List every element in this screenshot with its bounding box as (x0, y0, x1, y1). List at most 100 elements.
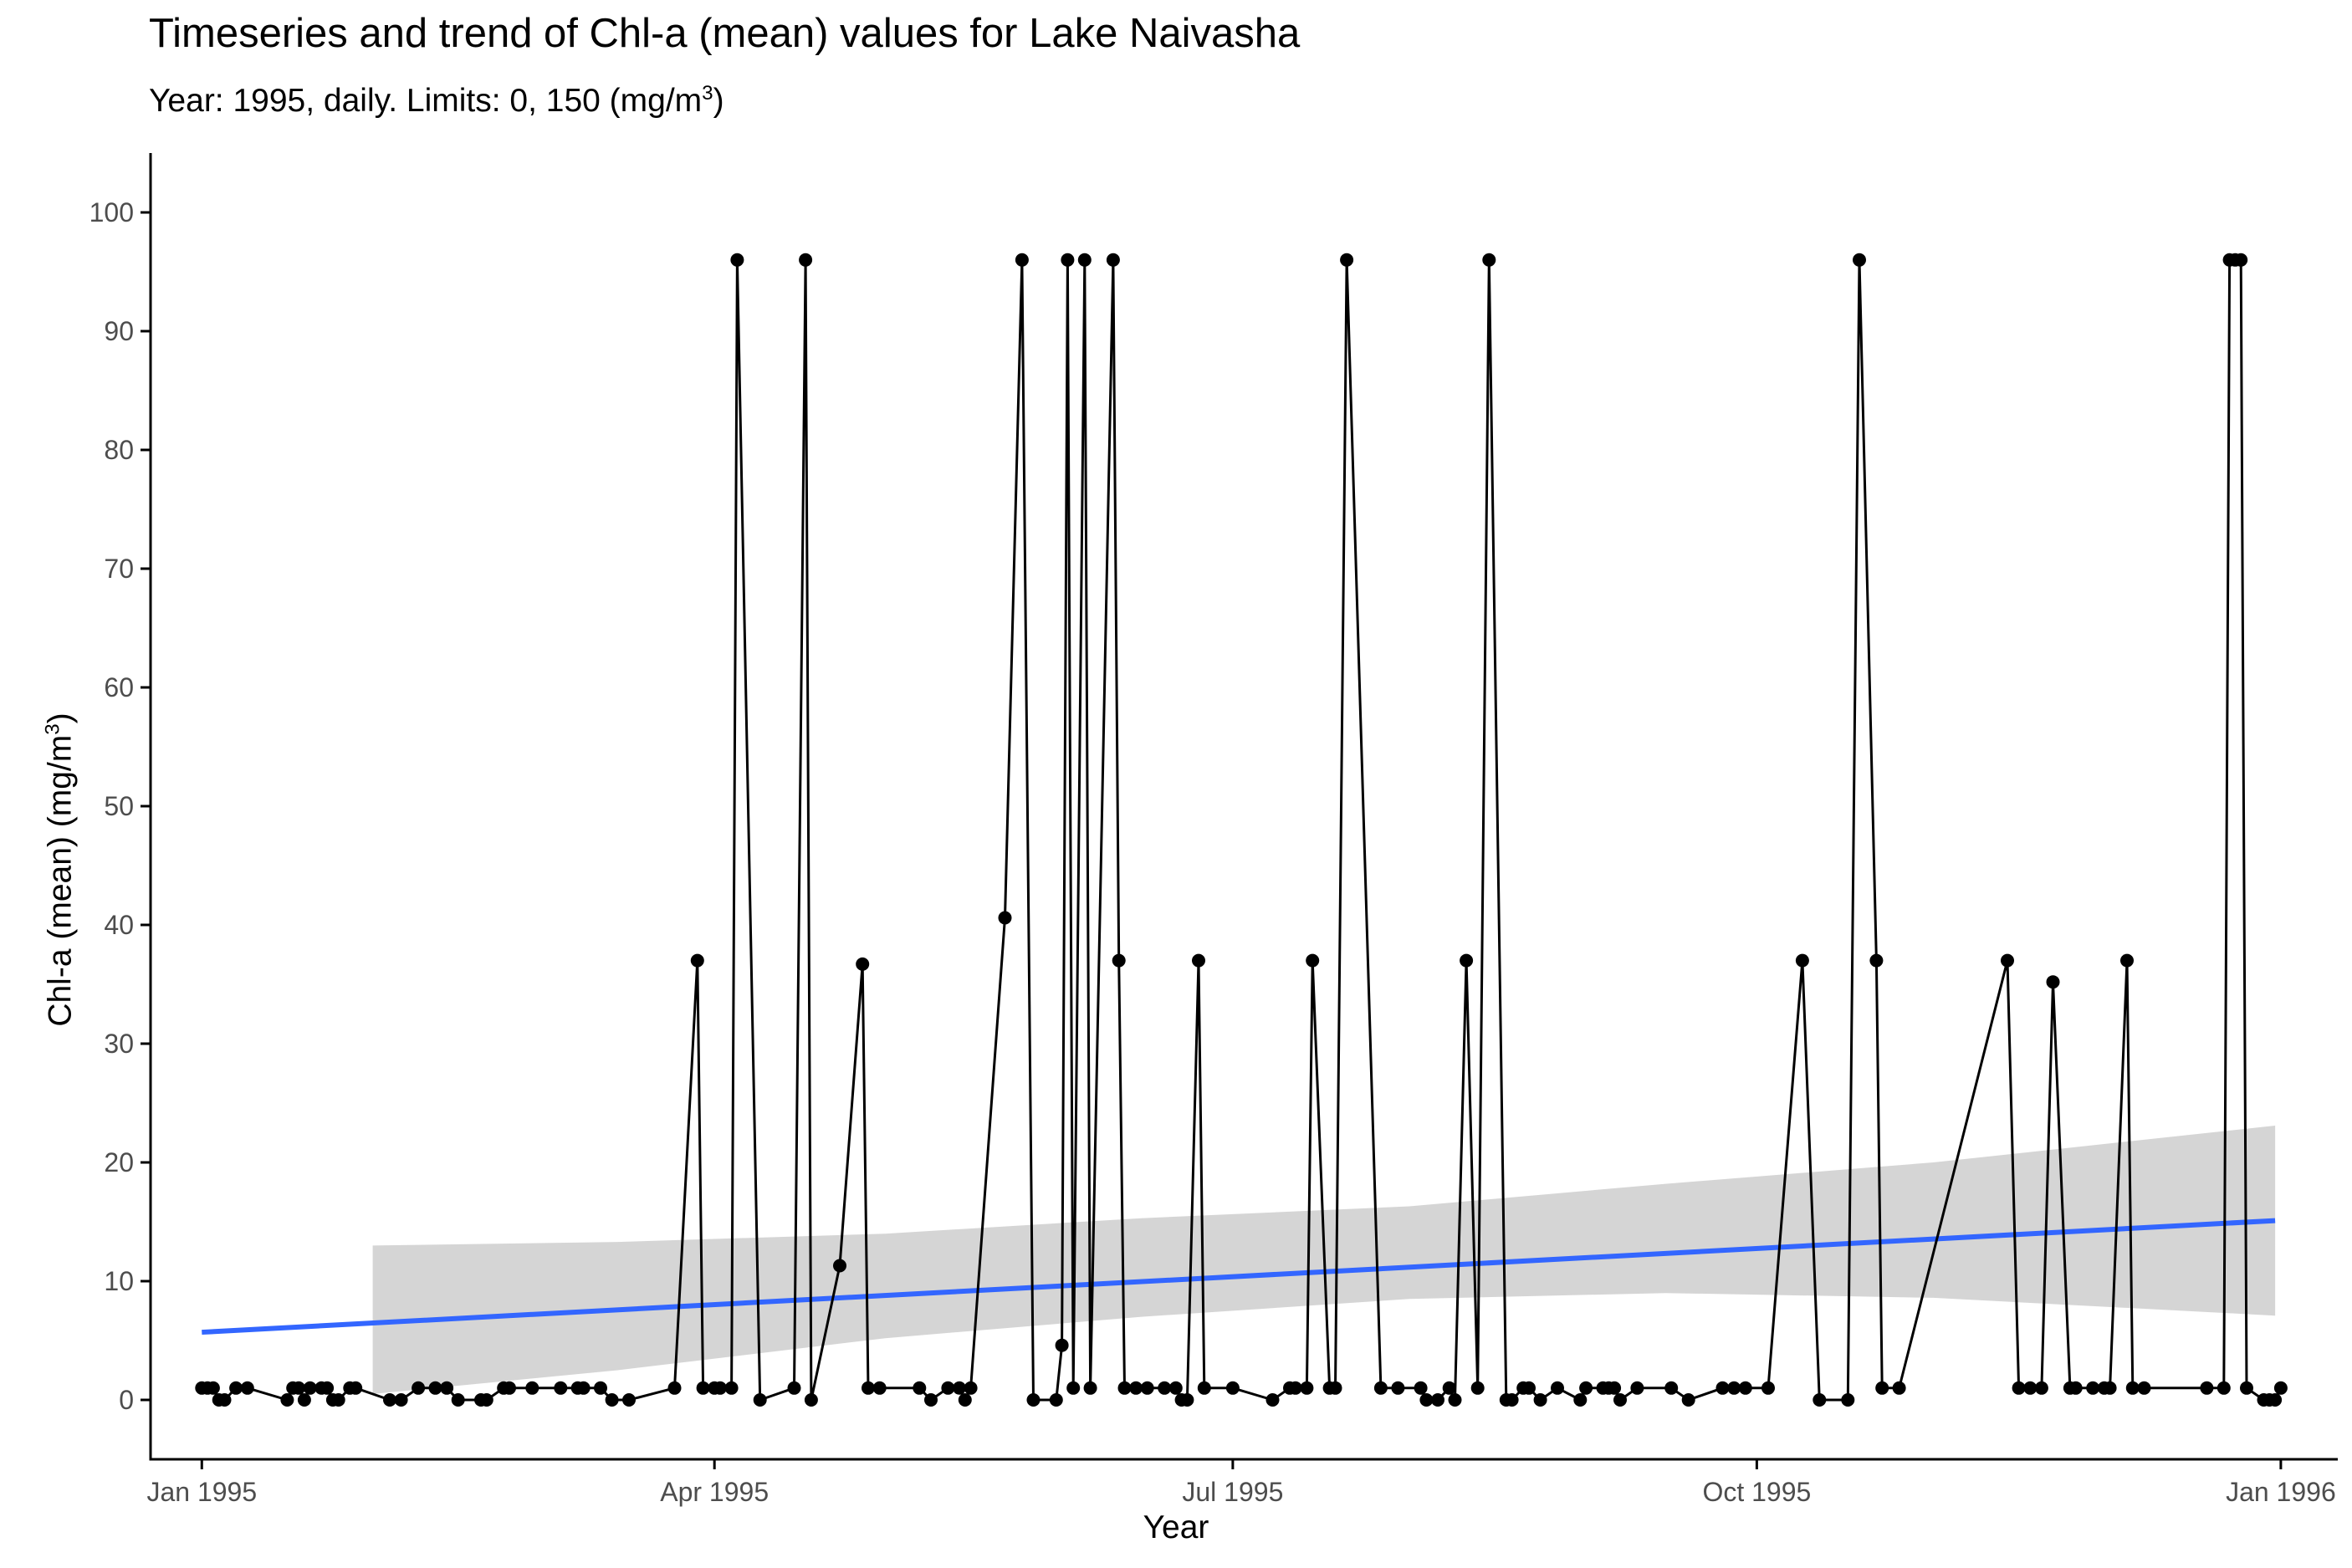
data-point (1340, 253, 1354, 267)
data-point (1168, 1381, 1183, 1395)
chart-subtitle: Year: 1995, daily. Limits: 0, 150 (mg/m3… (149, 82, 724, 120)
y-tick-label: 30 (104, 1029, 134, 1059)
data-point (1180, 1393, 1194, 1407)
data-point (576, 1381, 591, 1395)
data-point (503, 1381, 516, 1395)
subtitle-text: Year: 1995, daily. Limits: 0, 150 (mg/m (149, 83, 703, 119)
data-point (331, 1393, 345, 1407)
data-point (953, 1381, 966, 1395)
chart-title: Timeseries and trend of Chl-a (mean) val… (149, 11, 1301, 56)
data-point (2046, 975, 2060, 989)
data-point (856, 957, 870, 971)
data-point (1225, 1381, 1240, 1395)
subtitle-end: ) (713, 83, 724, 119)
data-point (349, 1381, 363, 1395)
data-point (1306, 953, 1320, 968)
data-point (1460, 953, 1474, 968)
data-point (1431, 1393, 1444, 1407)
data-point (2273, 1381, 2288, 1395)
data-point (1077, 253, 1092, 267)
data-point (924, 1393, 938, 1407)
y-tick-label: 80 (104, 435, 134, 465)
y-tick-label: 10 (104, 1266, 134, 1296)
trend-line (202, 1218, 2276, 1336)
data-point (206, 1381, 220, 1395)
data-point (1573, 1393, 1588, 1407)
data-point (2234, 253, 2248, 267)
data-point (958, 1393, 972, 1407)
data-point (479, 1393, 493, 1407)
data-point (1015, 253, 1029, 267)
data-point (1158, 1381, 1172, 1395)
data-point (1061, 253, 1075, 267)
data-point (1841, 1393, 1855, 1407)
data-point (1727, 1381, 1741, 1395)
subtitle-superscript: 3 (702, 82, 713, 105)
data-point (1869, 953, 1884, 968)
trend-layer (202, 1218, 2276, 1336)
data-point (1117, 1381, 1132, 1395)
data-point (1442, 1381, 1456, 1395)
data-point (297, 1393, 311, 1407)
data-point (383, 1393, 396, 1407)
data-point (1300, 1381, 1314, 1395)
data-point (1892, 1381, 1906, 1395)
data-point (229, 1381, 243, 1395)
data-point (1761, 1381, 1775, 1395)
data-point (1288, 1381, 1302, 1395)
data-point (605, 1393, 619, 1407)
data-point (1715, 1381, 1730, 1395)
data-point (1112, 953, 1126, 968)
y-tick-label: 20 (104, 1147, 134, 1177)
data-point (1265, 1393, 1280, 1407)
y-tick-label: 90 (104, 316, 134, 346)
data-point (1049, 1393, 1063, 1407)
data-point (2034, 1381, 2048, 1395)
data-point (1533, 1393, 1547, 1407)
data-point (2137, 1381, 2151, 1395)
data-point (1140, 1381, 1154, 1395)
data-point (320, 1381, 335, 1395)
data-point (1106, 253, 1120, 267)
data-point (1373, 1381, 1388, 1395)
data-point (690, 953, 704, 968)
data-point (1608, 1381, 1622, 1395)
data-point (440, 1381, 454, 1395)
data-point (2240, 1381, 2253, 1395)
data-point (1083, 1381, 1097, 1395)
data-point (1875, 1381, 1889, 1395)
data-point (964, 1381, 978, 1395)
data-point (622, 1393, 636, 1407)
data-point (730, 253, 744, 267)
data-point (913, 1381, 927, 1395)
data-point (292, 1381, 306, 1395)
data-point (1579, 1381, 1593, 1395)
data-point (2001, 953, 2014, 968)
y-axis-title-end: ) (42, 712, 79, 724)
data-point (2217, 1381, 2231, 1395)
data-point (1522, 1381, 1536, 1395)
data-point (1448, 1393, 1462, 1407)
data-point (2023, 1381, 2038, 1395)
data-point (1738, 1381, 1752, 1395)
data-point (1795, 953, 1809, 968)
data-point (1026, 1393, 1041, 1407)
y-tick-label: 40 (104, 910, 134, 940)
y-tick-label: 0 (119, 1385, 134, 1415)
data-point (787, 1381, 801, 1395)
data-point (1813, 1393, 1827, 1407)
y-axis-title-text: Chl-a (mean) (mg/m (42, 734, 79, 1027)
data-point (1470, 1381, 1485, 1395)
data-point (2068, 1381, 2083, 1395)
x-tick-label: Oct 1995 (1702, 1477, 1811, 1507)
data-point (799, 253, 813, 267)
data-point (998, 911, 1012, 925)
data-point (594, 1381, 607, 1395)
x-axis-title: Year (1143, 1509, 1209, 1545)
data-point (2268, 1393, 2283, 1407)
data-point (1129, 1381, 1143, 1395)
data-point (724, 1381, 739, 1395)
data-point (280, 1393, 294, 1407)
data-point (217, 1393, 232, 1407)
